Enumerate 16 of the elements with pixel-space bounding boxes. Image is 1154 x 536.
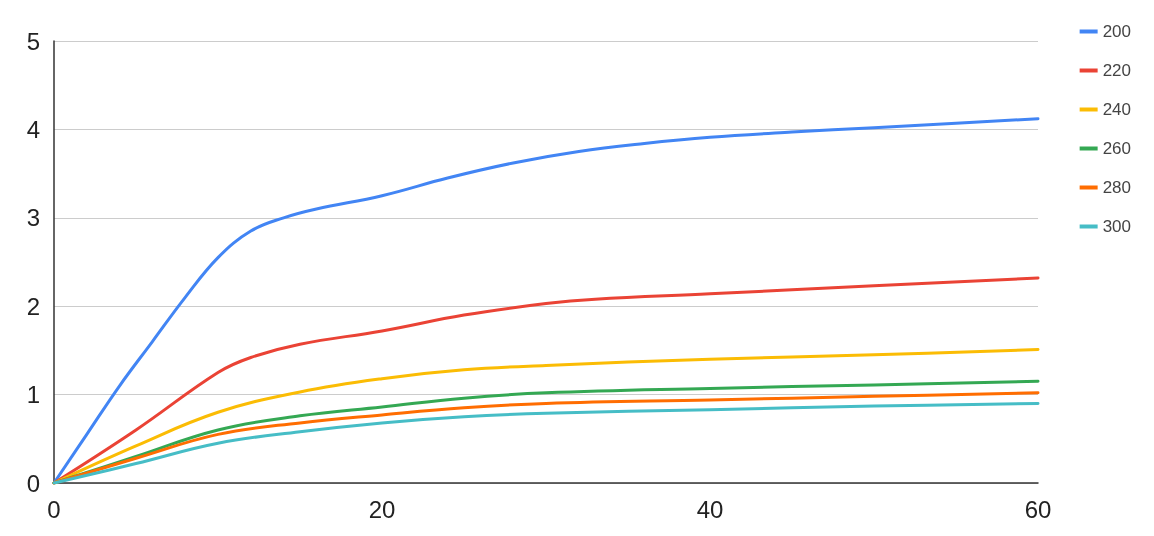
- y-tick-label: 5: [26, 27, 40, 55]
- x-tick-label: 0: [47, 495, 61, 523]
- y-tick-label: 1: [26, 381, 40, 409]
- legend-label: 240: [1102, 100, 1132, 119]
- x-tick-label: 20: [368, 495, 396, 523]
- y-tick-label: 4: [26, 115, 40, 143]
- y-tick-label: 3: [26, 204, 40, 232]
- legend-label: 220: [1102, 61, 1132, 80]
- y-tick-label: 0: [26, 469, 40, 497]
- x-tick-label: 60: [1024, 495, 1052, 523]
- x-tick-label: 40: [696, 495, 724, 523]
- legend-label: 200: [1102, 22, 1132, 41]
- legend-label: 260: [1102, 139, 1132, 158]
- legend-label: 280: [1102, 178, 1132, 197]
- legend-label: 300: [1102, 217, 1132, 236]
- y-tick-label: 2: [26, 292, 40, 320]
